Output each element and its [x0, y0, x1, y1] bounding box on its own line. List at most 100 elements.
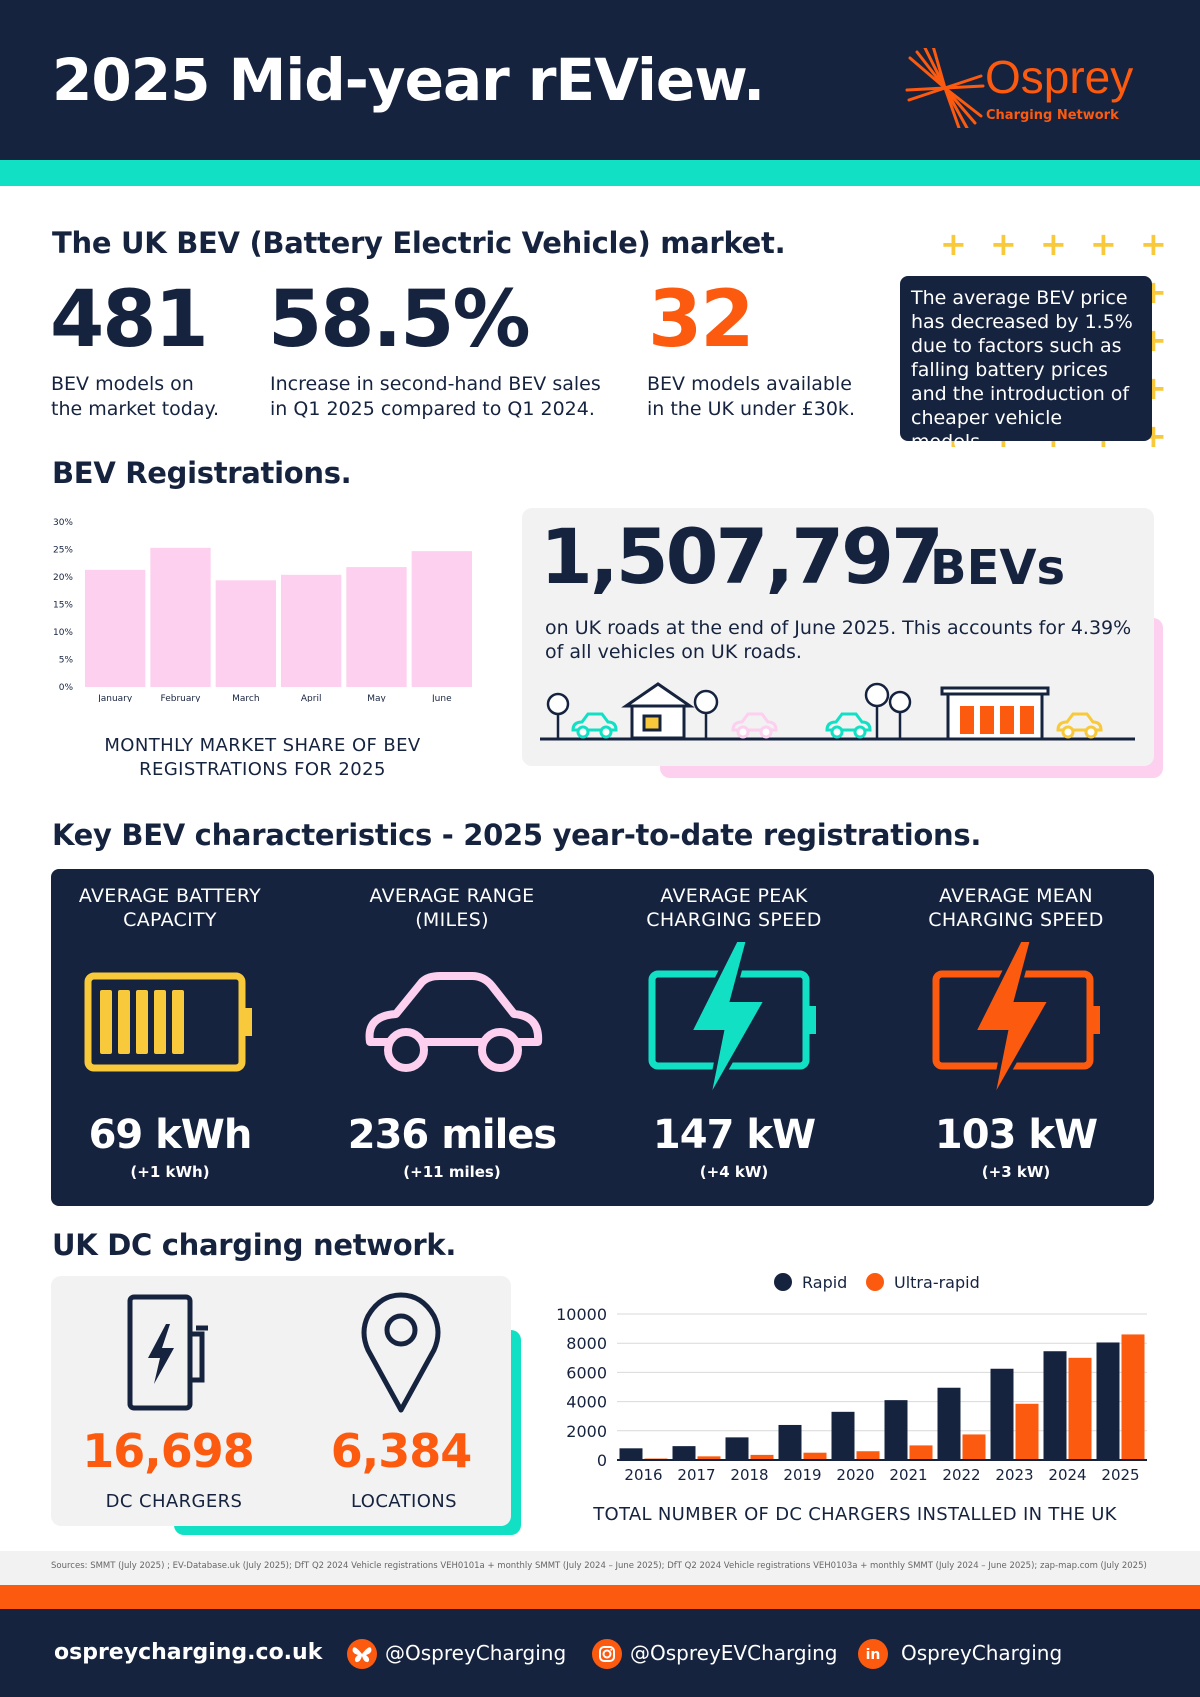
bar-ultra-rapid	[697, 1456, 721, 1460]
dc-network-heading: UK DC charging network.	[52, 1228, 457, 1262]
stat-models-value: 481	[50, 275, 209, 365]
y-tick-label: 2000	[566, 1422, 607, 1441]
x-tick-label: March	[232, 694, 259, 702]
y-tick-label: 20%	[53, 573, 73, 583]
logo-subtitle: Charging Network	[986, 108, 1119, 123]
dc-locations-value: 6,384	[330, 1424, 473, 1478]
sources-bar	[0, 1551, 1200, 1585]
bar-rapid	[990, 1368, 1014, 1460]
x-tick-label: 2021	[889, 1466, 927, 1484]
bar	[411, 551, 472, 687]
instagram-icon[interactable]	[592, 1639, 622, 1669]
tree-icon	[864, 682, 912, 738]
bar-ultra-rapid	[750, 1454, 774, 1460]
bar-rapid	[778, 1424, 802, 1460]
bar-rapid	[831, 1411, 855, 1460]
bev-total-value: 1,507,797	[540, 512, 944, 601]
y-tick-label: 8000	[566, 1334, 607, 1353]
stat-models-label: BEV models on the market today.	[51, 372, 219, 422]
dc-chargers-label: DC CHARGERS	[105, 1491, 243, 1512]
bar-rapid	[1043, 1351, 1067, 1460]
legend-label: Ultra-rapid	[894, 1273, 980, 1292]
y-tick-label: 25%	[53, 546, 73, 556]
char-peak-label: AVERAGE PEAK CHARGING SPEED	[604, 884, 864, 932]
bar	[281, 574, 342, 687]
legend-marker	[866, 1273, 884, 1291]
char-battery-label: AVERAGE BATTERY CAPACITY	[40, 884, 300, 932]
x-tick-label: 2025	[1101, 1466, 1139, 1484]
tree-icon	[693, 689, 719, 738]
dc-locations-label: LOCATIONS	[350, 1491, 457, 1512]
stat-secondhand-label-line: in Q1 2025 compared to Q1 2024.	[270, 398, 595, 420]
caption-line: MONTHLY MARKET SHARE OF BEV	[104, 735, 421, 756]
bar-ultra-rapid	[909, 1445, 933, 1460]
car-icon	[571, 712, 618, 739]
bar-ultra-rapid	[1121, 1334, 1145, 1460]
stat-secondhand-label: Increase in second-hand BEV sales in Q1 …	[270, 372, 601, 422]
stat-models-label-line: BEV models on	[51, 373, 194, 395]
sources-text: Sources: SMMT (July 2025) ; EV-Database.…	[51, 1561, 1147, 1571]
legend-label: Rapid	[802, 1273, 847, 1292]
plus-mark: +	[1090, 225, 1117, 263]
char-mean-value: 103 kW	[934, 1112, 1098, 1158]
bev-total-card	[522, 508, 1154, 766]
bev-total-unit: BEVs	[930, 540, 1066, 596]
price-note-box: The average BEV price has decreased by 1…	[900, 276, 1152, 453]
car-icon	[731, 712, 778, 739]
bar	[346, 567, 407, 687]
dc-stats-card	[51, 1276, 511, 1526]
char-label-line: AVERAGE RANGE	[369, 885, 535, 907]
caption-line: REGISTRATIONS FOR 2025	[139, 759, 386, 780]
car-icon	[825, 712, 872, 739]
market-heading: The UK BEV (Battery Electric Vehicle) ma…	[52, 226, 786, 260]
plus-mark: +	[1140, 225, 1167, 263]
x-tick-label: February	[161, 694, 202, 702]
char-battery-value: 69 kWh	[88, 1112, 253, 1158]
bar-ultra-rapid	[856, 1451, 880, 1460]
x-tick-label: 2019	[783, 1466, 821, 1484]
y-tick-label: 4000	[566, 1393, 607, 1412]
registrations-heading: BEV Registrations.	[52, 456, 352, 490]
logo-wordmark: Osprey	[985, 51, 1134, 103]
x-tick-label: June	[431, 694, 452, 702]
osprey-logo-icon	[905, 48, 985, 128]
battery-bolt-icon	[648, 940, 816, 1102]
orange-divider	[0, 1585, 1200, 1609]
plus-mark: +	[940, 225, 967, 263]
page-title: 2025 Mid-year rEView.	[52, 46, 765, 114]
x-tick-label: 2024	[1048, 1466, 1086, 1484]
bar	[215, 580, 276, 687]
bar-rapid	[672, 1446, 696, 1460]
car-icon	[1056, 712, 1103, 739]
teal-divider	[0, 160, 1200, 186]
car-icon	[365, 972, 543, 1072]
char-label-line: AVERAGE BATTERY	[78, 885, 262, 907]
header-banner	[0, 0, 1200, 160]
social-handle-bluesky[interactable]: @OspreyCharging	[385, 1641, 567, 1665]
char-peak-delta: (+4 kW)	[699, 1163, 769, 1181]
social-handle-linkedin[interactable]: OspreyCharging	[901, 1641, 1063, 1665]
dc-chargers-value: 16,698	[82, 1424, 255, 1478]
bar	[150, 547, 211, 687]
social-handle-instagram[interactable]: @OspreyEVCharging	[630, 1641, 838, 1665]
char-label-line: AVERAGE MEAN	[939, 885, 1093, 907]
char-label-line: CHARGING SPEED	[928, 909, 1104, 931]
bar-rapid	[725, 1437, 749, 1460]
char-label-line: AVERAGE PEAK	[660, 885, 808, 907]
bev-total-text: on UK roads at the end of June 2025. Thi…	[545, 617, 1132, 663]
bar	[85, 569, 146, 687]
website-link[interactable]: ospreycharging.co.uk	[54, 1640, 323, 1665]
char-range-delta: (+11 miles)	[403, 1163, 501, 1181]
bar-rapid	[884, 1400, 908, 1460]
bar-ultra-rapid	[1068, 1357, 1092, 1460]
char-mean-delta: (+3 kW)	[981, 1163, 1051, 1181]
battery-bolt-icon	[932, 940, 1100, 1102]
stat-models-label-line: the market today.	[51, 398, 220, 420]
y-tick-label: 10%	[53, 628, 73, 638]
stat-under30k-label: BEV models available in the UK under £30…	[647, 372, 855, 422]
char-range-label: AVERAGE RANGE (MILES)	[322, 884, 582, 932]
x-tick-label: 2018	[730, 1466, 768, 1484]
char-mean-label: AVERAGE MEAN CHARGING SPEED	[886, 884, 1146, 932]
butterfly-icon[interactable]	[347, 1639, 377, 1669]
linkedin-icon[interactable]: in	[858, 1639, 888, 1669]
